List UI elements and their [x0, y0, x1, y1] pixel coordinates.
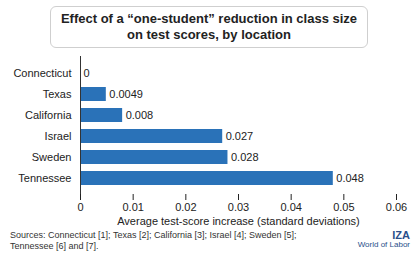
- svg-text:0.04: 0.04: [280, 201, 301, 213]
- svg-text:Sweden: Sweden: [32, 151, 72, 163]
- svg-text:Average test-score increase (s: Average test-score increase (standard de…: [117, 215, 360, 227]
- html-text:Effect of a “one-student” redu: Effect of a “one-student” reduction in c…: [60, 11, 358, 42]
- svg-text:0.028: 0.028: [231, 151, 259, 163]
- svg-text:0.027: 0.027: [226, 130, 254, 142]
- svg-text:0.008: 0.008: [126, 109, 154, 121]
- html-text:IZA: IZA: [392, 229, 410, 241]
- svg-text:Connecticut: Connecticut: [13, 67, 71, 79]
- svg-text:0.02: 0.02: [175, 201, 196, 213]
- svg-text:0.06: 0.06: [386, 201, 407, 213]
- html-text:World of Labor: World of Labor: [357, 240, 410, 249]
- svg-text:0: 0: [77, 201, 83, 213]
- svg-text:0.03: 0.03: [228, 201, 249, 213]
- svg-text:California: California: [25, 109, 72, 121]
- svg-text:0.0049: 0.0049: [109, 88, 143, 100]
- svg-text:0: 0: [84, 67, 90, 79]
- svg-text:Texas: Texas: [43, 88, 72, 100]
- svg-text:0.01: 0.01: [122, 201, 143, 213]
- svg-text:0.05: 0.05: [333, 201, 354, 213]
- svg-text:Tennessee: Tennessee: [18, 172, 71, 184]
- svg-text:Israel: Israel: [45, 130, 72, 142]
- svg-text:0.048: 0.048: [336, 172, 364, 184]
- html-text:Sources: Connecticut [1]; Texa: Sources: Connecticut [1]; Texas [2]; Cal…: [10, 230, 297, 251]
